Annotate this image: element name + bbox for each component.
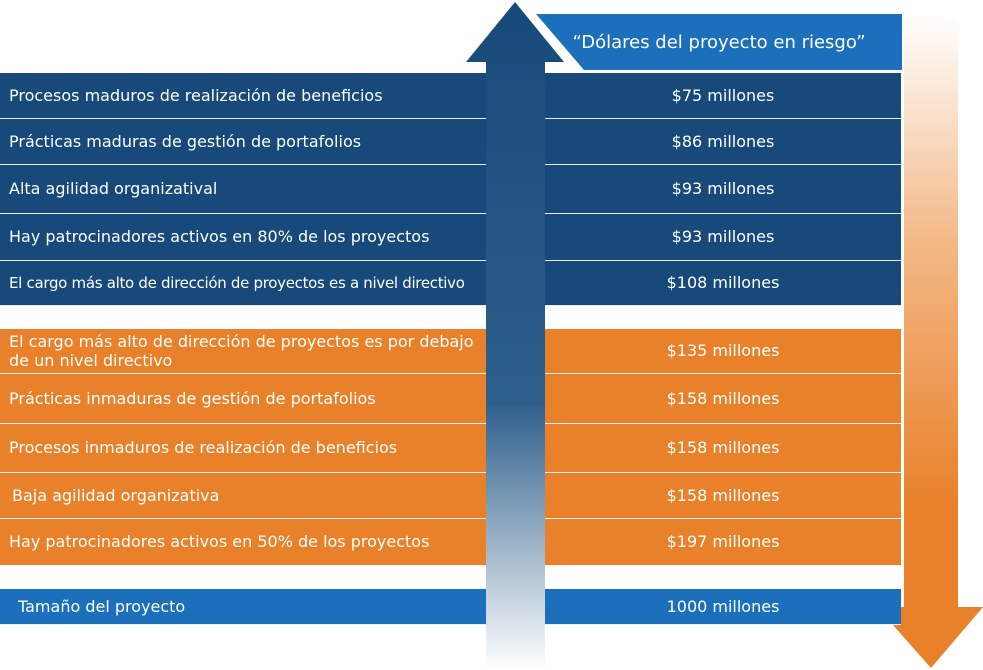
row-label: Hay patrocinadores activos en 50% de los… [0,519,486,566]
header-title: “Dólares del proyecto en riesgo” [572,31,866,53]
row-label: Hay patrocinadores activos en 80% de los… [0,214,486,261]
row-label: Procesos inmaduros de realización de ben… [0,424,486,473]
row-label: El cargo más alto de dirección de proyec… [0,329,486,374]
row-value: $75 millones [545,73,901,119]
row-value: $86 millones [545,119,901,165]
row-label: Procesos maduros de realización de benef… [0,73,486,119]
row-value: $158 millones [545,473,901,519]
row-value: $108 millones [545,261,901,306]
size-label: Tamaño del proyecto [0,589,486,625]
header-banner [536,14,902,70]
row-label: Baja agilidad organizativa [0,473,486,519]
row-value: $158 millones [545,424,901,473]
row-label: El cargo más alto de dirección de proyec… [0,261,486,306]
up-arrow-icon [466,2,564,670]
row-value: $158 millones [545,374,901,424]
row-label: Prácticas inmaduras de gestión de portaf… [0,374,486,424]
row-label: Alta agilidad organizatival [0,165,486,214]
row-label: Prácticas maduras de gestión de portafol… [0,119,486,165]
row-value: $93 millones [545,214,901,261]
down-arrow-icon [877,14,983,668]
row-value: $197 millones [545,519,901,566]
row-value: $93 millones [545,165,901,214]
size-value: 1000 millones [545,589,901,625]
row-value: $135 millones [545,329,901,374]
